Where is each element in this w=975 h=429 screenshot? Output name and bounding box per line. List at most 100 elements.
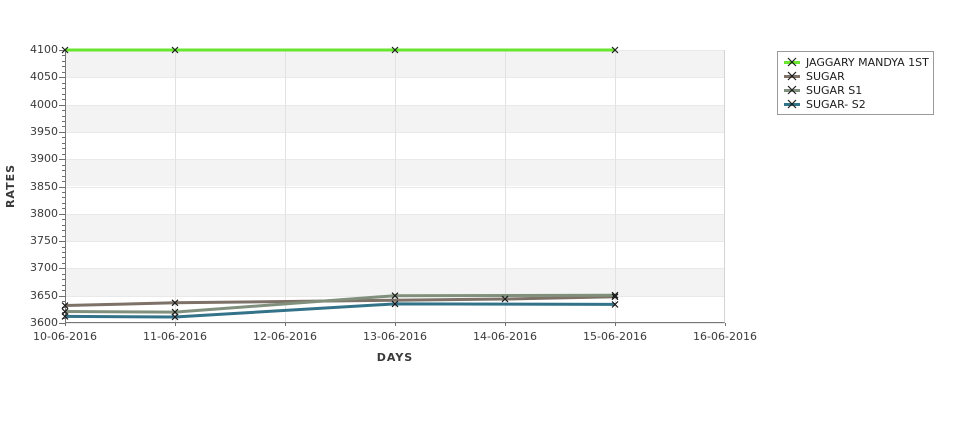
y-tick <box>62 71 65 73</box>
x-tick-label: 13-06-2016 <box>363 330 427 343</box>
x-tick-label: 10-06-2016 <box>33 330 97 343</box>
y-tick <box>62 290 65 292</box>
y-tick <box>62 120 65 122</box>
y-tick <box>62 142 65 144</box>
x-tick <box>285 323 286 326</box>
y-tick <box>62 208 65 210</box>
y-tick <box>62 230 65 232</box>
y-tick <box>62 93 65 95</box>
y-tick <box>62 137 65 139</box>
y-tick <box>62 301 65 303</box>
legend-label: JAGGARY MANDYA 1ST <box>806 55 929 69</box>
y-tick <box>62 252 65 254</box>
y-tick <box>62 66 65 68</box>
x-tick-label: 11-06-2016 <box>143 330 207 343</box>
v-gridline <box>615 50 616 323</box>
v-gridline <box>395 50 396 323</box>
y-tick-label: 3700 <box>30 261 58 275</box>
x-tick <box>65 323 66 326</box>
x-tick <box>615 323 616 326</box>
y-tick <box>59 77 65 79</box>
y-tick <box>59 104 65 106</box>
y-tick <box>59 186 65 188</box>
legend-label: SUGAR S1 <box>806 83 863 97</box>
legend-line-swatch <box>784 85 800 95</box>
y-tick <box>62 224 65 226</box>
y-tick <box>59 213 65 215</box>
y-tick <box>62 202 65 204</box>
y-tick <box>62 170 65 172</box>
y-tick-label: 3600 <box>30 316 58 329</box>
y-tick <box>62 246 65 248</box>
v-gridline <box>505 50 506 323</box>
x-tick <box>505 323 506 326</box>
y-tick <box>62 284 65 286</box>
v-gridline <box>285 50 286 323</box>
y-tick <box>62 197 65 199</box>
x-tick <box>725 323 726 326</box>
y-tick <box>62 60 65 62</box>
y-tick-label: 4100 <box>30 43 58 56</box>
y-tick <box>62 181 65 183</box>
y-tick <box>62 262 65 264</box>
legend-line-swatch <box>784 57 800 67</box>
x-tick-label: 15-06-2016 <box>583 330 647 343</box>
y-tick-label: 3800 <box>30 206 58 220</box>
y-axis-title: RATES <box>4 163 17 209</box>
y-tick <box>62 115 65 117</box>
legend-label: SUGAR- S2 <box>806 97 866 111</box>
y-tick <box>62 279 65 281</box>
x-tick-label: 16-06-2016 <box>693 330 757 343</box>
x-tick <box>395 323 396 326</box>
legend-item: SUGAR- S2 <box>784 98 927 111</box>
x-tick-label: 12-06-2016 <box>253 330 317 343</box>
y-tick-label: 4000 <box>30 97 58 111</box>
y-tick <box>62 55 65 57</box>
y-tick <box>59 295 65 297</box>
y-tick <box>62 312 65 314</box>
y-tick-label: 4050 <box>30 70 58 84</box>
y-tick <box>62 219 65 221</box>
legend-line-swatch <box>784 99 800 109</box>
y-tick <box>59 50 65 51</box>
y-tick <box>62 235 65 237</box>
y-tick <box>59 323 65 324</box>
y-tick <box>62 273 65 275</box>
y-tick-label: 3750 <box>30 234 58 248</box>
y-tick <box>62 126 65 128</box>
x-tick <box>175 323 176 326</box>
y-tick <box>62 317 65 319</box>
y-tick <box>62 153 65 155</box>
y-tick <box>62 306 65 308</box>
y-tick <box>59 131 65 133</box>
y-tick <box>62 148 65 150</box>
y-tick <box>62 82 65 84</box>
y-tick <box>62 164 65 166</box>
legend: JAGGARY MANDYA 1ST SUGAR SUGAR S1 SUGAR-… <box>777 51 934 115</box>
x-marker-icon <box>787 57 797 67</box>
legend-item: SUGAR <box>784 70 927 83</box>
y-tick-label: 3650 <box>30 288 58 302</box>
legend-item: SUGAR S1 <box>784 84 927 97</box>
y-tick-label: 3950 <box>30 124 58 138</box>
x-marker-icon <box>787 99 797 109</box>
y-tick <box>62 191 65 193</box>
y-tick <box>62 110 65 112</box>
v-gridline <box>175 50 176 323</box>
y-tick <box>62 88 65 90</box>
legend-line-swatch <box>784 71 800 81</box>
x-axis-title: DAYS <box>376 351 414 364</box>
legend-item: JAGGARY MANDYA 1ST <box>784 55 929 69</box>
y-tick <box>62 257 65 259</box>
y-tick-label: 3850 <box>30 179 58 193</box>
x-marker-icon <box>787 85 797 95</box>
y-tick-label: 3900 <box>30 152 58 166</box>
y-tick <box>59 241 65 243</box>
y-tick <box>62 99 65 101</box>
y-tick <box>59 159 65 161</box>
x-tick-label: 14-06-2016 <box>473 330 537 343</box>
legend-label: SUGAR <box>806 69 845 83</box>
x-marker-icon <box>787 71 797 81</box>
y-tick <box>62 175 65 177</box>
